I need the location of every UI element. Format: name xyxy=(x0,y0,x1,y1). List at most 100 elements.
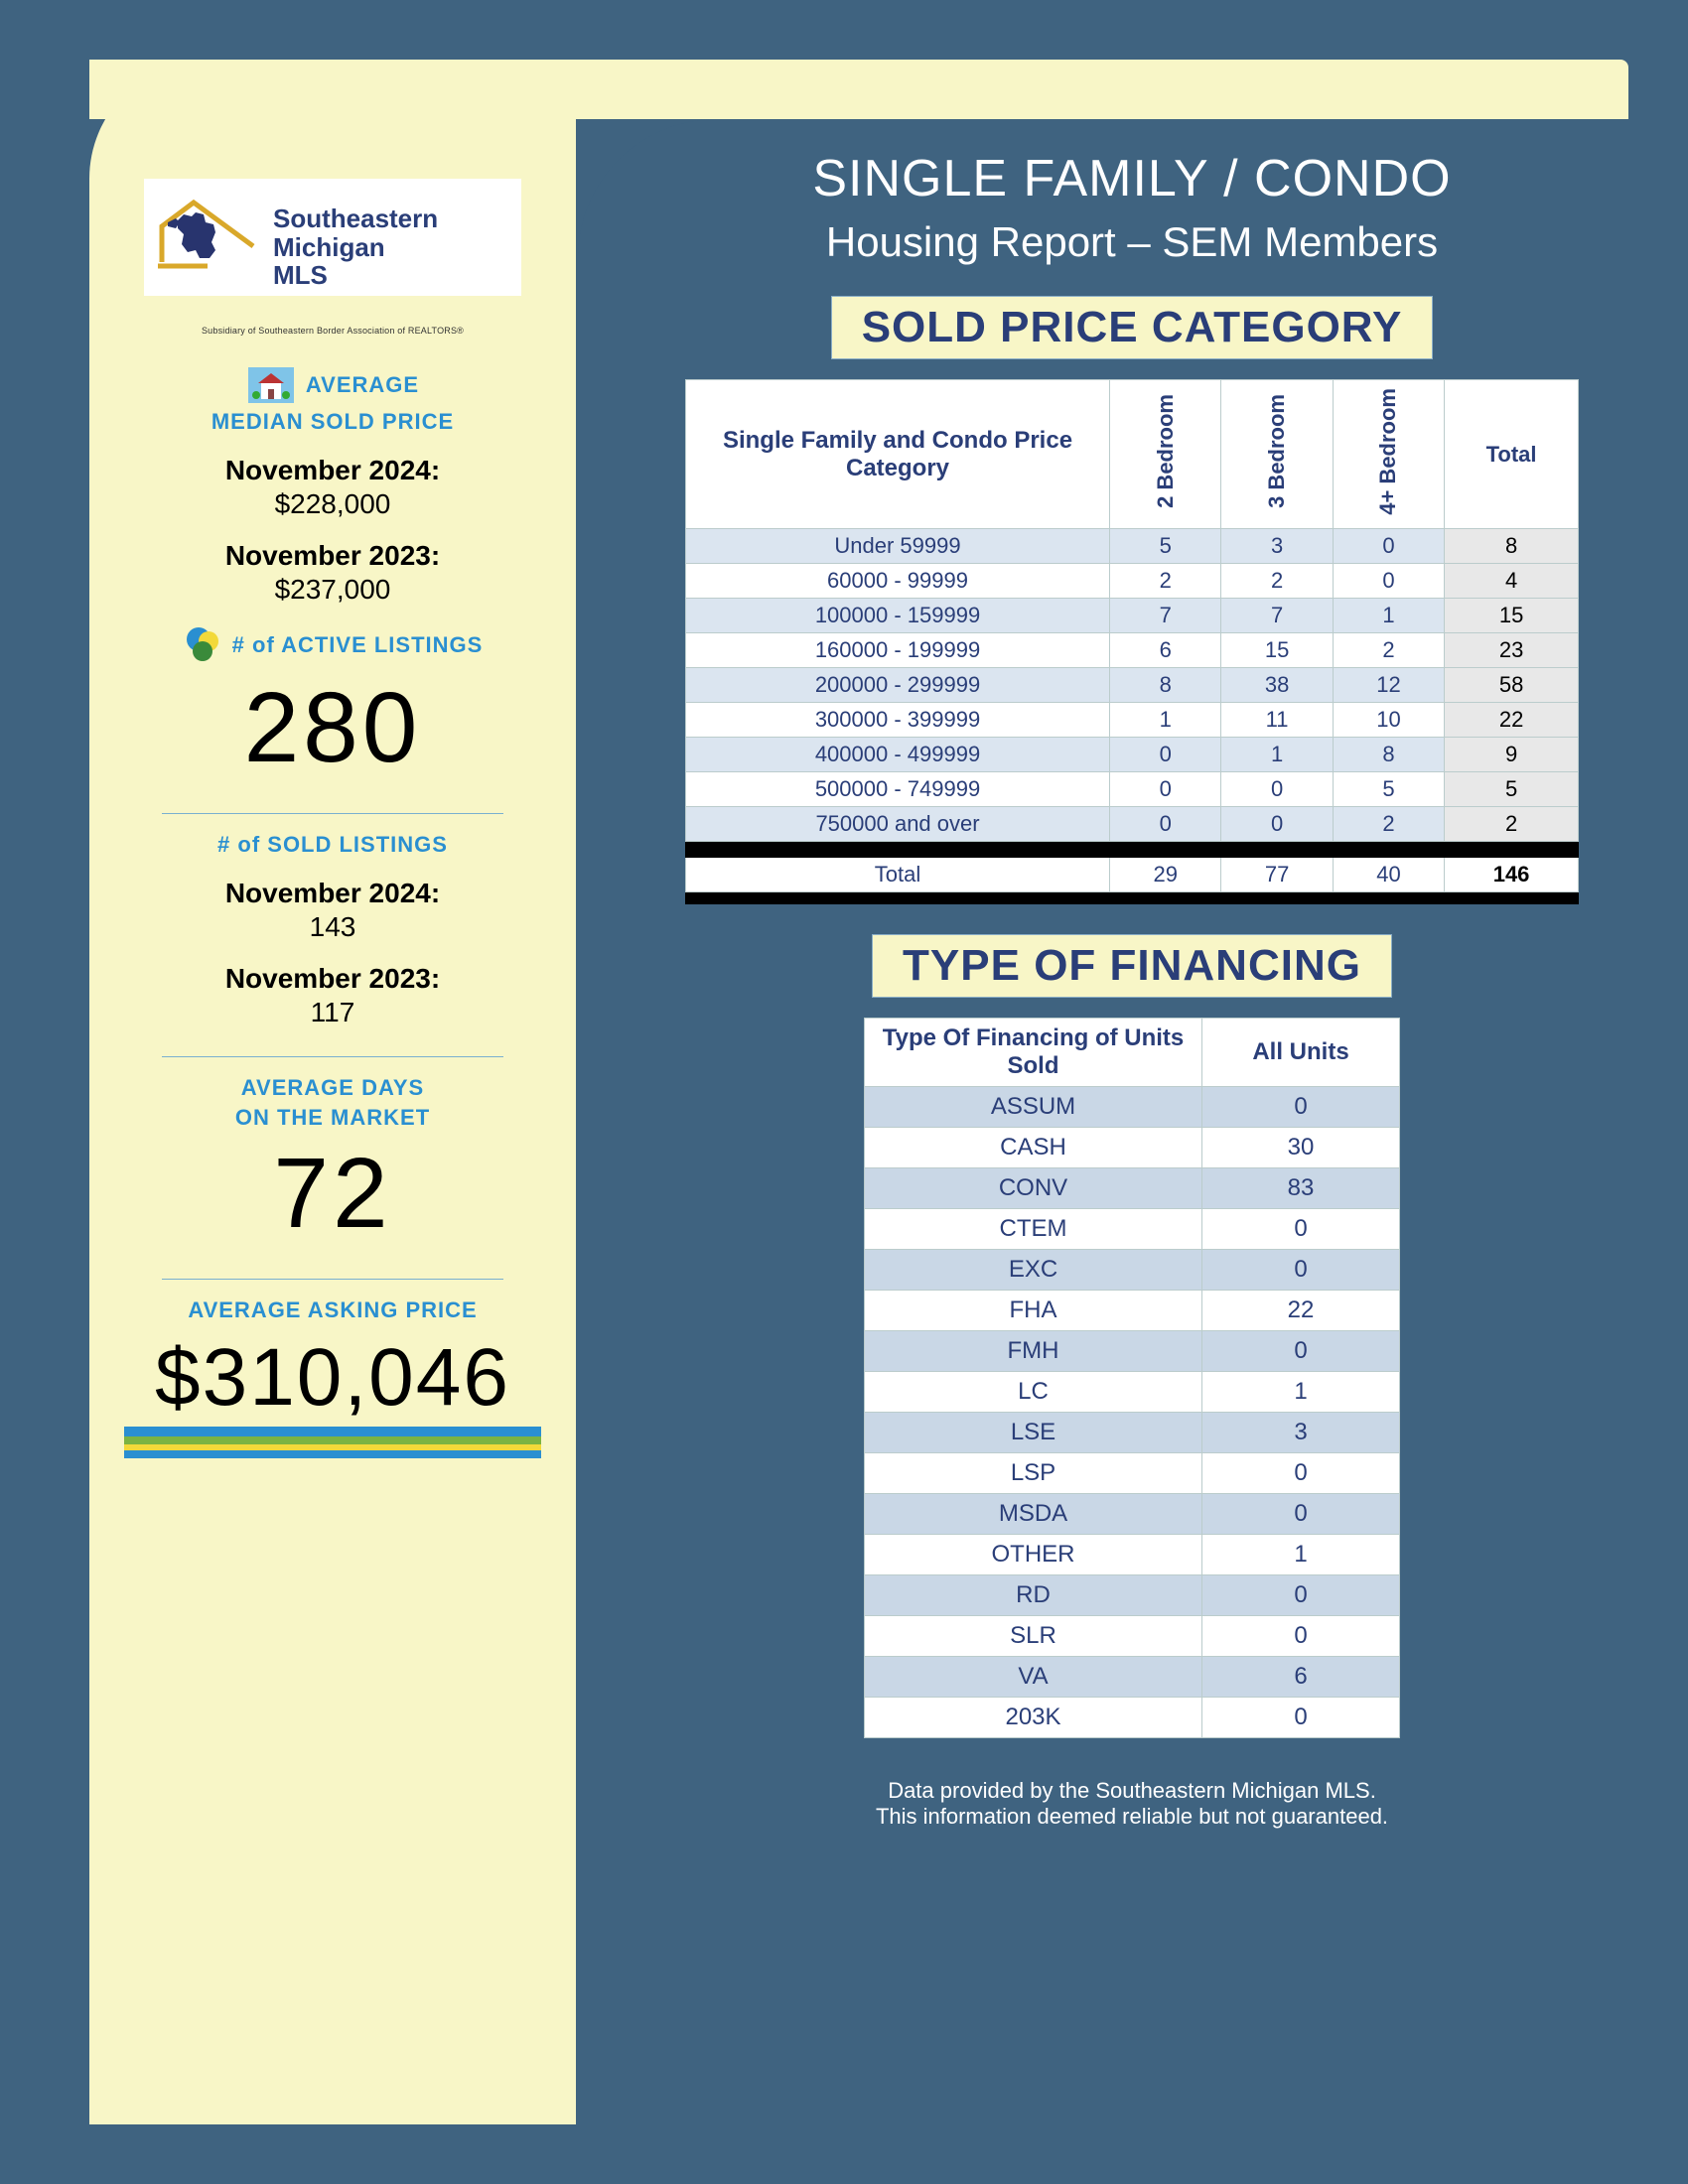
fin-row: EXC0 xyxy=(865,1250,1400,1291)
fin-row-value: 0 xyxy=(1202,1250,1400,1291)
price-row-value: 0 xyxy=(1221,772,1333,807)
logo-mark xyxy=(154,193,263,282)
price-row-value: 1 xyxy=(1110,703,1221,738)
price-row-category: Under 59999 xyxy=(686,529,1110,564)
price-row-value: 3 xyxy=(1221,529,1333,564)
fin-row-value: 0 xyxy=(1202,1698,1400,1738)
fin-row-label: VA xyxy=(865,1657,1202,1698)
price-table-header-category: Single Family and Condo Price Category xyxy=(686,380,1110,529)
fin-row-label: 203K xyxy=(865,1698,1202,1738)
main-title-2: Housing Report – SEM Members xyxy=(635,218,1628,266)
price-row-category: 500000 - 749999 xyxy=(686,772,1110,807)
price-row-value: 2 xyxy=(1445,807,1579,842)
black-separator-2 xyxy=(685,892,1579,904)
divider-3 xyxy=(162,1279,503,1280)
price-row-value: 0 xyxy=(1110,772,1221,807)
logo-line3: MLS xyxy=(273,260,328,290)
fin-row: CASH30 xyxy=(865,1128,1400,1168)
fin-row-label: CONV xyxy=(865,1168,1202,1209)
avg-median-label-1: AVERAGE xyxy=(306,372,419,398)
price-total-4br: 40 xyxy=(1333,856,1444,892)
fin-row-value: 0 xyxy=(1202,1453,1400,1494)
median-price-heading: AVERAGE xyxy=(119,365,546,405)
price-row-value: 9 xyxy=(1445,738,1579,772)
price-row-value: 6 xyxy=(1110,633,1221,668)
fin-row-label: EXC xyxy=(865,1250,1202,1291)
price-row-value: 0 xyxy=(1221,807,1333,842)
fin-row: CTEM0 xyxy=(865,1209,1400,1250)
price-row: 500000 - 7499990055 xyxy=(686,772,1579,807)
logo-line2: Michigan xyxy=(273,232,385,262)
price-row-value: 2 xyxy=(1221,564,1333,599)
fin-row: ASSUM0 xyxy=(865,1087,1400,1128)
fin-row-value: 30 xyxy=(1202,1128,1400,1168)
fin-row: LSP0 xyxy=(865,1453,1400,1494)
median-2023-label: November 2023: xyxy=(119,540,546,572)
active-listings-value: 280 xyxy=(119,671,546,785)
price-row: 100000 - 15999977115 xyxy=(686,599,1579,633)
price-row-category: 200000 - 299999 xyxy=(686,668,1110,703)
fin-row-label: LC xyxy=(865,1372,1202,1413)
footer-line-1: Data provided by the Southeastern Michig… xyxy=(635,1778,1628,1804)
price-row-value: 15 xyxy=(1221,633,1333,668)
fin-row-label: LSP xyxy=(865,1453,1202,1494)
price-table-header-4br: 4+ Bedroom xyxy=(1333,380,1444,529)
fin-row-label: FHA xyxy=(865,1291,1202,1331)
price-row-value: 12 xyxy=(1333,668,1444,703)
fin-row-value: 0 xyxy=(1202,1087,1400,1128)
price-row-value: 5 xyxy=(1110,529,1221,564)
median-2023-value: $237,000 xyxy=(119,574,546,606)
price-row-category: 160000 - 199999 xyxy=(686,633,1110,668)
fin-row: LSE3 xyxy=(865,1413,1400,1453)
sold-listings-label: # of SOLD LISTINGS xyxy=(119,832,546,858)
price-row-value: 2 xyxy=(1110,564,1221,599)
price-row-value: 5 xyxy=(1445,772,1579,807)
fin-row-value: 6 xyxy=(1202,1657,1400,1698)
avg-median-label-2: MEDIAN SOLD PRICE xyxy=(119,409,546,435)
price-row-value: 58 xyxy=(1445,668,1579,703)
fin-row-value: 1 xyxy=(1202,1535,1400,1575)
price-row: 750000 and over0022 xyxy=(686,807,1579,842)
main-content: SINGLE FAMILY / CONDO Housing Report – S… xyxy=(635,149,1628,1830)
price-row-value: 7 xyxy=(1221,599,1333,633)
fin-row-label: SLR xyxy=(865,1616,1202,1657)
fin-header-units: All Units xyxy=(1202,1019,1400,1087)
price-row-category: 400000 - 499999 xyxy=(686,738,1110,772)
divider-2 xyxy=(162,1056,503,1057)
sold-2023-label: November 2023: xyxy=(119,963,546,995)
price-total-label: Total xyxy=(686,856,1110,892)
fin-row-value: 83 xyxy=(1202,1168,1400,1209)
underline-bars xyxy=(124,1427,541,1458)
price-table-header-2br: 2 Bedroom xyxy=(1110,380,1221,529)
fin-row-label: RD xyxy=(865,1575,1202,1616)
fin-row: LC1 xyxy=(865,1372,1400,1413)
price-total-total: 146 xyxy=(1445,856,1579,892)
price-row-value: 15 xyxy=(1445,599,1579,633)
fin-row-value: 0 xyxy=(1202,1209,1400,1250)
fin-row-label: MSDA xyxy=(865,1494,1202,1535)
fin-row: RD0 xyxy=(865,1575,1400,1616)
price-row: 200000 - 2999998381258 xyxy=(686,668,1579,703)
fin-row: FHA22 xyxy=(865,1291,1400,1331)
avg-days-value: 72 xyxy=(119,1137,546,1251)
fin-row-value: 0 xyxy=(1202,1616,1400,1657)
price-row-value: 0 xyxy=(1333,529,1444,564)
avg-asking-label: AVERAGE ASKING PRICE xyxy=(119,1297,546,1323)
avg-days-label-1: AVERAGE DAYS xyxy=(119,1075,546,1101)
col-4-bedroom: 4+ Bedroom xyxy=(1375,388,1401,515)
main-title-1: SINGLE FAMILY / CONDO xyxy=(635,149,1628,208)
price-row-value: 2 xyxy=(1333,807,1444,842)
fin-row-label: CTEM xyxy=(865,1209,1202,1250)
price-row-value: 2 xyxy=(1333,633,1444,668)
fin-row-value: 3 xyxy=(1202,1413,1400,1453)
footer-line-2: This information deemed reliable but not… xyxy=(635,1804,1628,1830)
footer-text: Data provided by the Southeastern Michig… xyxy=(635,1778,1628,1830)
median-2024-value: $228,000 xyxy=(119,488,546,520)
price-row: 400000 - 4999990189 xyxy=(686,738,1579,772)
house-icon xyxy=(246,365,296,405)
active-listings-heading: # of ACTIVE LISTINGS xyxy=(119,625,546,665)
logo-text: Southeastern Michigan MLS xyxy=(273,193,511,290)
fin-row: CONV83 xyxy=(865,1168,1400,1209)
price-row-category: 300000 - 399999 xyxy=(686,703,1110,738)
circles-icon xyxy=(183,625,222,665)
